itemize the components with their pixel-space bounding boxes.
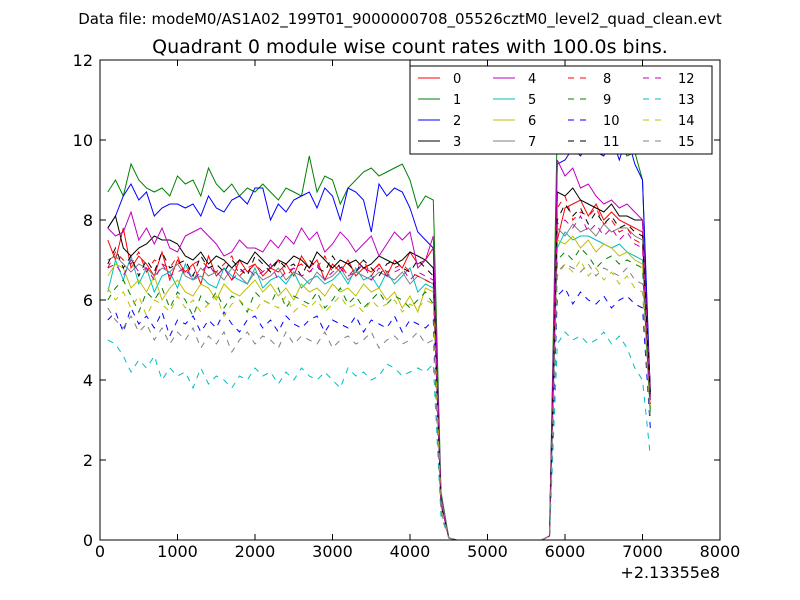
x-tick-label: 1000 <box>157 542 198 561</box>
series-line-10 <box>107 287 651 541</box>
legend-label-13: 13 <box>678 93 695 108</box>
legend-label-15: 15 <box>678 135 695 150</box>
y-tick-label: 10 <box>73 131 93 150</box>
series-line-0 <box>107 199 651 541</box>
legend-label-11: 11 <box>603 135 620 150</box>
legend-label-10: 10 <box>603 114 620 129</box>
series-line-2 <box>107 134 651 541</box>
y-tick-label: 8 <box>83 211 93 230</box>
series-line-4 <box>107 159 651 541</box>
series-line-3 <box>107 187 651 541</box>
x-tick-label: 2000 <box>235 542 276 561</box>
series-line-12 <box>107 214 651 541</box>
x-tick-label: 4000 <box>390 542 431 561</box>
x-tick-labels: 0 1000 2000 3000 4000 5000 6000 7000 8000 <box>95 542 740 561</box>
legend-label-5: 5 <box>528 93 536 108</box>
series-line-7 <box>107 223 651 541</box>
y-tick-label: 12 <box>73 51 93 70</box>
legend-label-14: 14 <box>678 114 695 129</box>
x-tick-label: 7000 <box>622 542 663 561</box>
legend-label-0: 0 <box>453 72 461 87</box>
legend-label-8: 8 <box>603 72 611 87</box>
y-tick-label: 6 <box>83 291 93 310</box>
legend-box <box>409 65 713 155</box>
x-tick-label: 5000 <box>467 542 508 561</box>
x-tick-label: 0 <box>95 542 105 561</box>
x-tick-label: 6000 <box>545 542 586 561</box>
series-line-13 <box>107 331 651 541</box>
axis-ticks <box>99 59 721 541</box>
chart-title: Quadrant 0 module wise count rates with … <box>152 36 668 58</box>
series-line-15 <box>107 263 651 541</box>
series-line-6 <box>107 235 651 541</box>
series-line-8 <box>107 194 651 541</box>
legend-label-6: 6 <box>528 114 536 129</box>
legend-label-2: 2 <box>453 114 461 129</box>
legend-label-7: 7 <box>528 135 536 150</box>
series-line-1 <box>107 119 651 541</box>
x-tick-label: 3000 <box>312 542 353 561</box>
series-line-11 <box>107 202 651 541</box>
plot-area: 0 1000 2000 3000 4000 5000 6000 7000 8000 0 2 4 6 8 1… <box>73 51 741 582</box>
series-line-14 <box>107 258 651 541</box>
x-axis-offset-label: +2.13355e8 <box>620 563 720 582</box>
series-lines <box>107 119 651 541</box>
legend-label-12: 12 <box>678 72 695 87</box>
y-tick-label: 0 <box>83 531 93 550</box>
series-line-9 <box>107 247 651 541</box>
legend-label-9: 9 <box>603 93 611 108</box>
legend-label-4: 4 <box>528 72 536 87</box>
legend-label-3: 3 <box>453 135 461 150</box>
legend-label-1: 1 <box>453 93 461 108</box>
y-tick-label: 4 <box>83 371 93 390</box>
y-tick-label: 2 <box>83 451 93 470</box>
y-tick-labels: 0 2 4 6 8 10 12 <box>73 51 93 550</box>
x-tick-label: 8000 <box>700 542 741 561</box>
figure-suptitle: Data file: modeM0/AS1A02_199T01_90000007… <box>78 10 722 29</box>
